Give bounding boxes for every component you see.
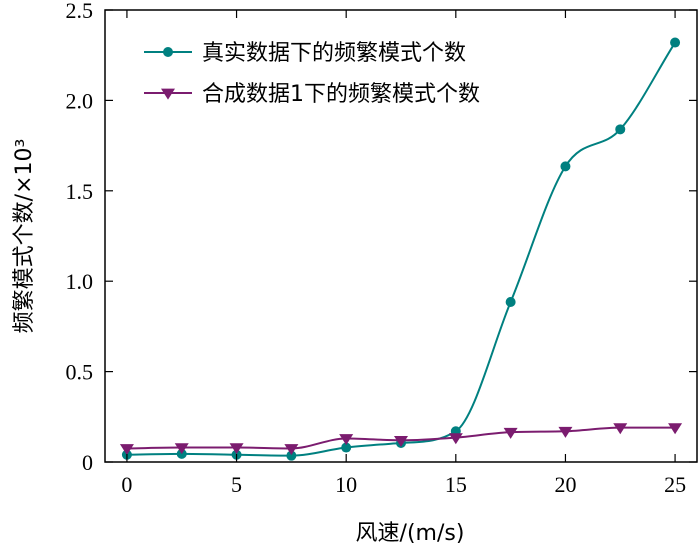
- legend-label-1: 真实数据下的频繁模式个数: [202, 41, 466, 66]
- data-point-series-2: [119, 444, 134, 456]
- y-axis-ticks: 0 0.5 1.0 1.5 2.0 2.5: [66, 0, 697, 475]
- data-point-series-2: [284, 444, 299, 456]
- y-tick-label: 0.5: [66, 360, 94, 385]
- x-tick-label: 15: [445, 472, 467, 497]
- legend-marker-2: [161, 88, 175, 100]
- x-tick-label: 20: [554, 472, 576, 497]
- y-tick-label: 1.0: [66, 269, 94, 294]
- x-tick-label: 5: [231, 472, 242, 497]
- data-point-series-2: [174, 443, 189, 455]
- x-axis-ticks: 0 5 10 15 20 25: [121, 10, 686, 497]
- x-tick-label: 0: [121, 472, 132, 497]
- legend-marker-1: [163, 47, 173, 57]
- y-tick-label: 1.5: [66, 179, 94, 204]
- data-point-series-1: [560, 161, 571, 172]
- x-tick-label: 25: [664, 472, 686, 497]
- y-tick-label: 2.0: [66, 88, 94, 113]
- data-point-series-2: [394, 435, 408, 447]
- y-tick-label: 0: [82, 450, 93, 475]
- data-point-series-2: [448, 433, 463, 445]
- data-point-series-1: [615, 124, 626, 135]
- x-tick-label: 10: [335, 472, 357, 497]
- data-point-series-2: [229, 443, 244, 455]
- plot-frame: [104, 9, 698, 463]
- data-point-series-1: [505, 296, 516, 307]
- plot-markers: [119, 37, 683, 461]
- data-point-series-2: [668, 423, 683, 435]
- data-point-series-1: [286, 450, 297, 461]
- data-point-series-2: [558, 426, 573, 438]
- y-tick-label: 2.5: [66, 0, 94, 23]
- y-axis-title: 频繁模式个数/×10³: [12, 139, 37, 334]
- data-point-series-2: [339, 434, 354, 446]
- x-axis-title: 风速/(m/s): [356, 521, 465, 546]
- data-point-series-2: [613, 423, 628, 435]
- data-point-series-1: [670, 37, 681, 48]
- data-point-series-1: [341, 442, 352, 453]
- data-point-series-2: [503, 427, 518, 439]
- legend-label-2: 合成数据1下的频繁模式个数: [202, 82, 480, 107]
